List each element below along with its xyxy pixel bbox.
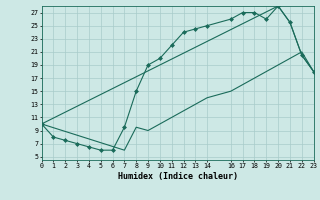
X-axis label: Humidex (Indice chaleur): Humidex (Indice chaleur) xyxy=(118,172,237,181)
